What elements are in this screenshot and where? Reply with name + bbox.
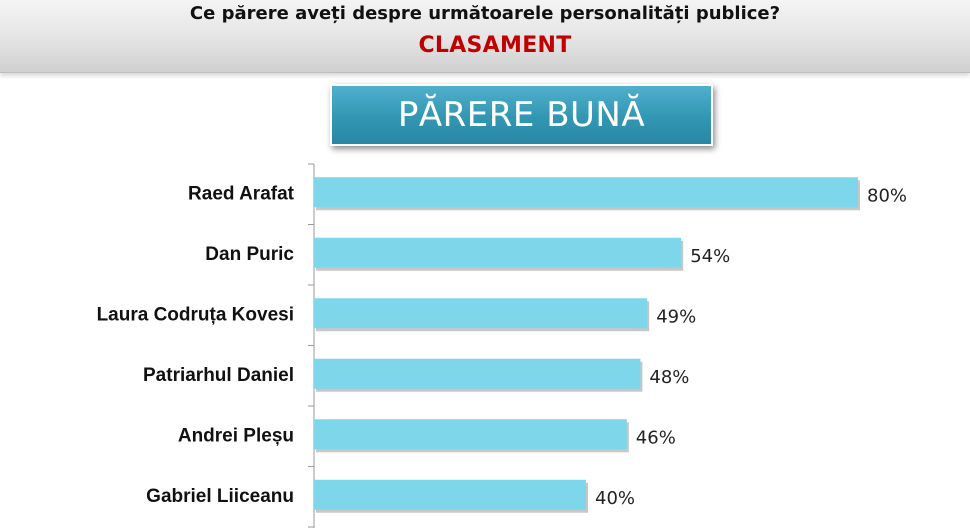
- bar: [314, 358, 641, 389]
- value-label: 46%: [636, 427, 676, 448]
- bar: [314, 419, 627, 450]
- ranking-title: CLASAMENT: [418, 33, 572, 58]
- category-label: Gabriel Liiceanu: [146, 486, 294, 507]
- value-label: 40%: [595, 488, 635, 509]
- value-label: 49%: [656, 306, 696, 327]
- survey-question: Ce părere aveți despre următoarele perso…: [189, 3, 781, 24]
- bar: [314, 298, 648, 329]
- category-label: Raed Arafat: [188, 183, 295, 204]
- category-label: Dan Puric: [205, 244, 294, 265]
- category-label: Andrei Pleșu: [178, 425, 294, 446]
- value-label: 54%: [690, 246, 730, 267]
- bar: [314, 479, 586, 510]
- value-label: 48%: [649, 367, 689, 388]
- bar: [314, 177, 858, 208]
- header-banner: Ce părere aveți despre următoarele perso…: [0, 0, 970, 73]
- category-label: Laura Codruța Kovesi: [97, 304, 294, 325]
- bar: [314, 237, 682, 268]
- category-label: Patriarhul Daniel: [143, 365, 294, 386]
- category-badge: PĂRERE BUNĂ: [330, 84, 713, 146]
- value-label: 80%: [867, 185, 907, 206]
